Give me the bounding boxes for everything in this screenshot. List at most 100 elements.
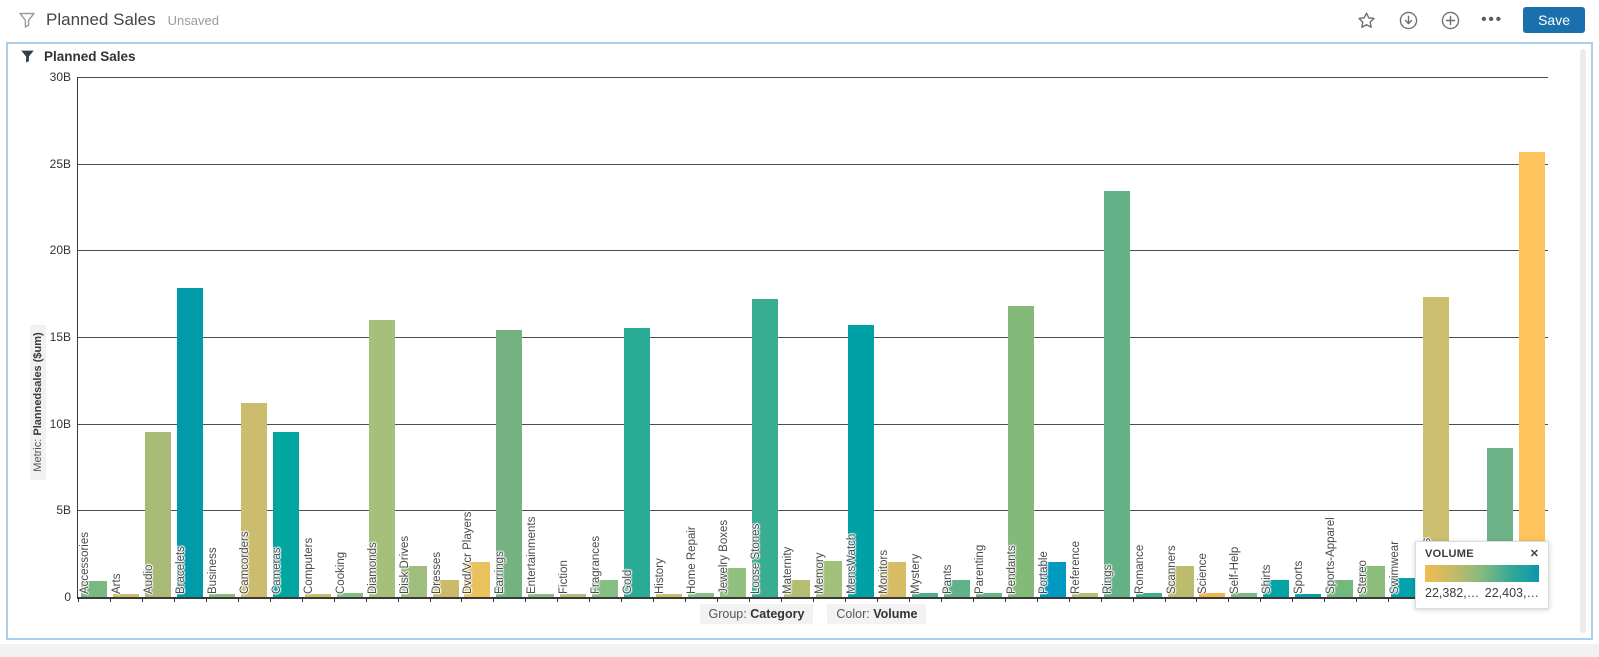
- bar-bracelets[interactable]: [176, 288, 203, 597]
- x-axis-tick: [653, 597, 655, 602]
- x-axis-tick: [972, 597, 974, 602]
- bar-diamonds[interactable]: [368, 319, 395, 597]
- bar-audio[interactable]: [144, 432, 171, 597]
- bar-label: Pants: [941, 564, 954, 594]
- legend-title: VOLUME: [1425, 548, 1474, 560]
- x-axis-tick: [717, 597, 719, 602]
- bar-sports-apparel[interactable]: [1327, 579, 1354, 597]
- y-axis-tick-label: 15B: [49, 330, 71, 344]
- bar-label: Loose Stones: [750, 523, 763, 594]
- bar-label: Jewelry Boxes: [718, 519, 731, 594]
- bar-monitors[interactable]: [879, 562, 906, 597]
- bar-home-repair[interactable]: [688, 592, 715, 597]
- bar-menswatch[interactable]: [847, 324, 874, 597]
- bar-stereo[interactable]: [1359, 565, 1386, 597]
- funnel-outline-icon: [18, 11, 36, 29]
- color-pill[interactable]: Color: Volume: [827, 604, 927, 624]
- bar-rings[interactable]: [1103, 191, 1130, 597]
- bar-fragrances[interactable]: [592, 579, 619, 597]
- y-axis-tick-label: 0: [64, 590, 71, 604]
- bar-pants[interactable]: [943, 579, 970, 597]
- x-axis-tick: [1260, 597, 1262, 602]
- bar-label: Mystery: [909, 553, 922, 594]
- bar-label: Audio: [142, 564, 155, 594]
- legend-min-value: 22,382,…: [1425, 586, 1480, 600]
- save-button[interactable]: Save: [1523, 7, 1585, 33]
- bar-maternity[interactable]: [784, 579, 811, 597]
- bar-history[interactable]: [656, 594, 683, 597]
- top-bar: Planned Sales Unsaved ••• Save: [0, 0, 1599, 40]
- bar-computers[interactable]: [304, 593, 331, 597]
- bar-romance[interactable]: [1135, 592, 1162, 597]
- bar-label: Shirts: [1261, 564, 1274, 594]
- x-axis-tick: [844, 597, 846, 602]
- page-title: Planned Sales: [46, 10, 156, 29]
- bar-swimwear[interactable]: [1391, 577, 1418, 597]
- filter-funnel-icon[interactable]: [20, 49, 35, 64]
- bar-label: Romance: [1133, 544, 1146, 594]
- x-axis-tick: [333, 597, 335, 602]
- bar-arts[interactable]: [112, 593, 139, 597]
- bar-reference[interactable]: [1071, 592, 1098, 597]
- bar-cooking[interactable]: [336, 592, 363, 597]
- bar-self-help[interactable]: [1231, 592, 1258, 597]
- y-axis-metric-label[interactable]: Metric: Plannedsales ($um): [30, 324, 46, 480]
- x-axis-tick: [269, 597, 271, 602]
- x-axis-tick: [1388, 597, 1390, 602]
- bar-shirts[interactable]: [1263, 579, 1290, 597]
- gridline: [78, 163, 1548, 165]
- x-axis-tick: [908, 597, 910, 602]
- bar-label: Cooking: [334, 551, 347, 594]
- bar-label: Stereo: [1357, 560, 1370, 594]
- x-axis-tick: [589, 597, 591, 602]
- bar-portable[interactable]: [1039, 562, 1066, 597]
- x-axis-tick: [173, 597, 175, 602]
- bar-watch[interactable]: [1519, 151, 1546, 597]
- x-axis-tick: [205, 597, 207, 602]
- bar-label: MensWatch: [845, 533, 858, 594]
- add-icon[interactable]: [1439, 9, 1461, 31]
- x-axis-tick: [1292, 597, 1294, 602]
- bar-label: Monitors: [877, 549, 890, 594]
- x-axis-tick: [301, 597, 303, 602]
- x-axis-tick: [493, 597, 495, 602]
- bar-mystery[interactable]: [911, 592, 938, 597]
- bar-accessories[interactable]: [81, 581, 107, 597]
- bar-sports[interactable]: [1295, 594, 1322, 597]
- vertical-scrollbar[interactable]: [1580, 49, 1586, 633]
- bar-business[interactable]: [208, 593, 235, 597]
- bar-dresses[interactable]: [432, 579, 459, 597]
- bar-camcorders[interactable]: [240, 402, 267, 597]
- bar-fiction[interactable]: [560, 593, 587, 597]
- bar-science[interactable]: [1199, 592, 1226, 597]
- close-icon[interactable]: ✕: [1529, 547, 1539, 560]
- bar-label: Pendants: [1005, 545, 1018, 594]
- bar-cameras[interactable]: [272, 432, 299, 597]
- bar-loose-stones[interactable]: [752, 298, 779, 597]
- bar-pendants[interactable]: [1007, 305, 1034, 597]
- x-axis-tick: [749, 597, 751, 602]
- bar-entertainments[interactable]: [528, 594, 555, 597]
- favorite-star-icon[interactable]: [1355, 9, 1377, 31]
- group-pill[interactable]: Group: Category: [699, 604, 814, 624]
- x-axis-tick: [237, 597, 239, 602]
- more-options-icon[interactable]: •••: [1481, 11, 1503, 28]
- bar-scanners[interactable]: [1167, 565, 1194, 597]
- gridline: [78, 510, 1548, 512]
- bar-label: History: [654, 558, 667, 594]
- x-axis-tick: [1100, 597, 1102, 602]
- download-icon[interactable]: [1397, 9, 1419, 31]
- bar-earrings[interactable]: [496, 330, 523, 597]
- bar-gold[interactable]: [624, 328, 651, 597]
- bar-parenting[interactable]: [975, 592, 1002, 597]
- x-axis-tick: [1004, 597, 1006, 602]
- y-axis-tick-label: 25B: [49, 156, 71, 171]
- bar-dvd-vcr-players[interactable]: [464, 562, 491, 597]
- bar-jewelry-boxes[interactable]: [720, 567, 747, 597]
- bar-label: Diamonds: [366, 542, 379, 594]
- bar-label: Gold: [622, 569, 635, 594]
- bar-memory[interactable]: [816, 560, 842, 597]
- gridline: [78, 250, 1548, 252]
- bar-disk-drives[interactable]: [400, 565, 427, 597]
